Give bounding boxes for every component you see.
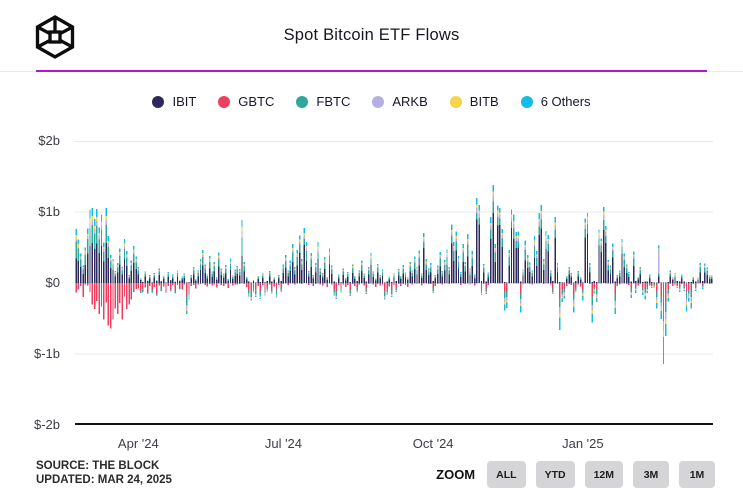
legend-item-6-others[interactable]: 6 Others — [520, 94, 591, 109]
legend-dot-icon — [152, 95, 165, 108]
x-tick-label: Jul '24 — [264, 436, 303, 451]
zoom-button-ytd[interactable]: YTD — [535, 461, 575, 488]
legend-item-gbtc[interactable]: GBTC — [218, 94, 274, 109]
legend-label: GBTC — [238, 94, 275, 109]
legend-label: IBIT — [172, 94, 197, 109]
y-tick-label: $0 — [45, 275, 60, 290]
chart-legend: IBIT GBTC FBTC ARKB BITB 6 Others — [0, 94, 743, 109]
header: Spot Bitcoin ETF Flows — [0, 0, 743, 70]
legend-dot-icon — [449, 95, 462, 108]
legend-label: 6 Others — [540, 94, 591, 109]
x-tick-label: Apr '24 — [117, 436, 159, 451]
zoom-button-all[interactable]: ALL — [487, 461, 526, 488]
legend-dot-icon — [218, 95, 231, 108]
legend-label: FBTC — [316, 94, 351, 109]
zoom-controls-label: ZOOM — [436, 467, 476, 482]
header-accent-line — [36, 70, 707, 72]
legend-dot-icon — [520, 95, 533, 108]
x-tick-label: Oct '24 — [412, 436, 454, 451]
y-tick-label: $-1b — [33, 346, 60, 361]
legend-item-fbtc[interactable]: FBTC — [296, 94, 350, 109]
updated-line: UPDATED: MAR 24, 2025 — [36, 474, 172, 486]
zoom-button-12m[interactable]: 12M — [584, 461, 623, 488]
legend-dot-icon — [296, 95, 309, 108]
zoom-controls: ZOOM ALL YTD 12M 3M 1M — [436, 461, 715, 488]
y-tick-label: $1b — [38, 204, 60, 219]
the-block-logo — [35, 15, 75, 59]
y-tick-label: $2b — [38, 133, 60, 148]
legend-item-ibit[interactable]: IBIT — [152, 94, 196, 109]
legend-label: ARKB — [392, 94, 428, 109]
zoom-button-3m[interactable]: 3M — [633, 461, 669, 488]
source-line: SOURCE: THE BLOCK — [36, 460, 160, 472]
page-title: Spot Bitcoin ETF Flows — [283, 25, 460, 44]
legend-dot-icon — [372, 95, 385, 108]
source-attribution: SOURCE: THE BLOCK UPDATED: MAR 24, 2025 — [36, 459, 172, 487]
x-tick-label: Jan '25 — [562, 436, 604, 451]
legend-item-arkb[interactable]: ARKB — [372, 94, 428, 109]
legend-label: BITB — [469, 94, 499, 109]
legend-item-bitb[interactable]: BITB — [449, 94, 499, 109]
flows-chart-plot[interactable] — [75, 141, 713, 425]
y-tick-label: $-2b — [33, 417, 60, 432]
zoom-button-1m[interactable]: 1M — [679, 461, 715, 488]
